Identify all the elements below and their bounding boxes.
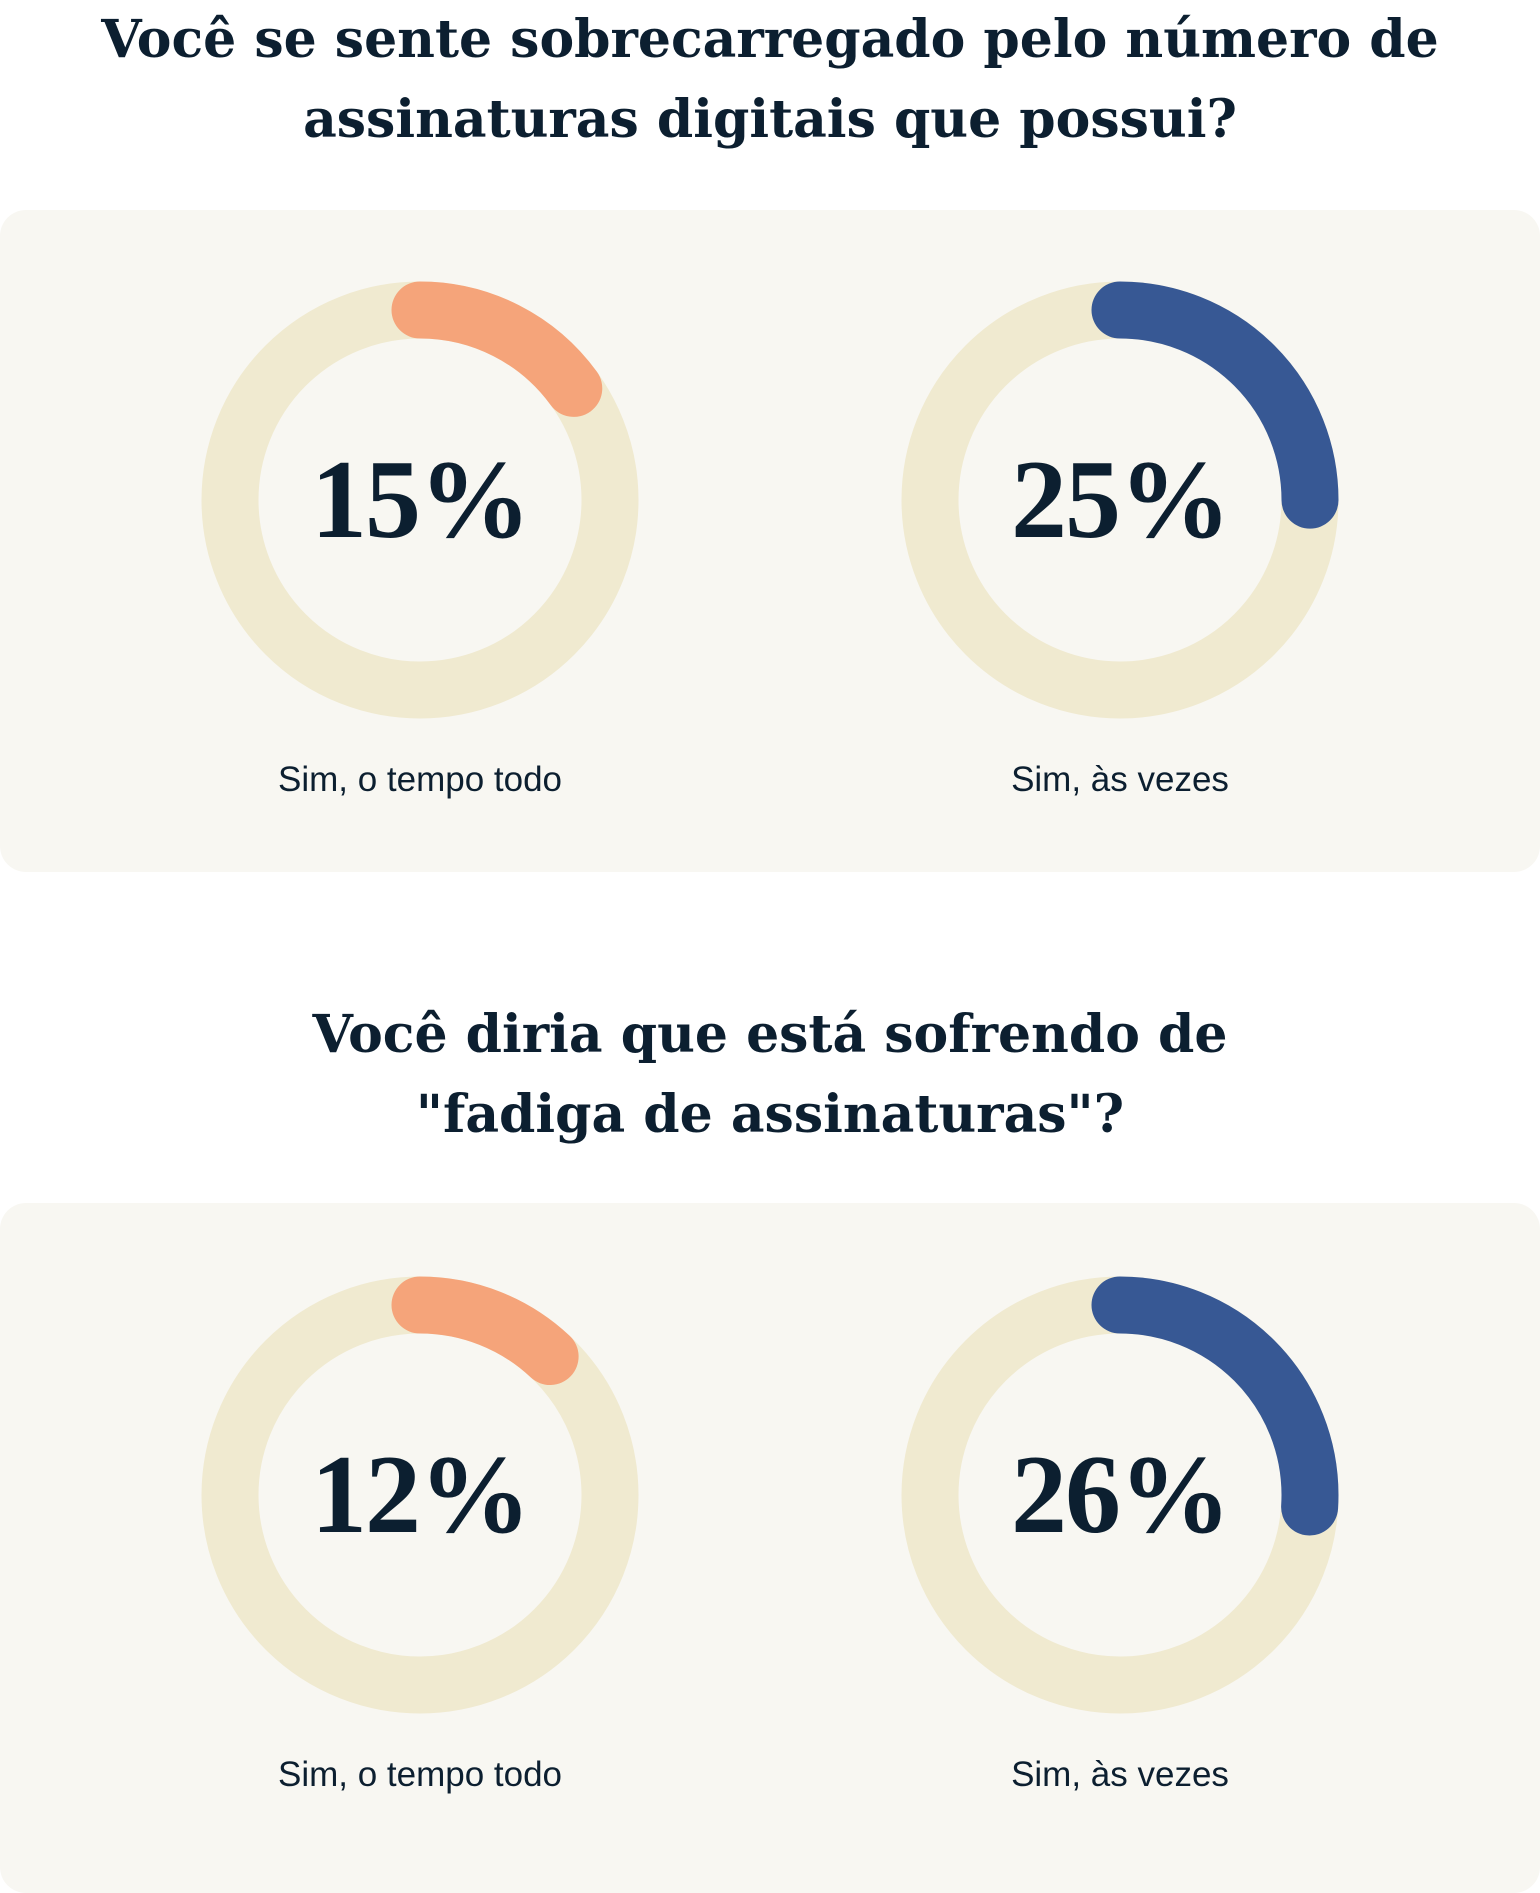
donut-arc: [201, 281, 639, 719]
donut-chart: 12%: [190, 1265, 650, 1725]
question-2-title: Você diria que está sofrendo de "fadiga …: [0, 995, 1540, 1155]
percent-value: 12%: [311, 1432, 531, 1557]
question-1-title: Você se sente sobrecarregado pelo número…: [0, 0, 1540, 160]
percent-value: 25%: [1011, 437, 1231, 562]
title-line: Você diria que está sofrendo de: [312, 1004, 1228, 1065]
percent-value: 26%: [1011, 1432, 1231, 1557]
title-line: assinaturas digitais que possui?: [303, 89, 1237, 150]
donut-label: Sim, o tempo todo: [277, 760, 563, 799]
donut-label: Sim, o tempo todo: [277, 1755, 563, 1794]
percent-value: 15%: [311, 437, 531, 562]
donut-arc: [901, 1276, 1339, 1714]
donut-chart: 26%: [890, 1265, 1350, 1725]
donut-chart: 15%: [190, 270, 650, 730]
donut-label: Sim, às vezes: [1011, 1755, 1229, 1794]
donut-arc: [901, 281, 1339, 719]
donut-chart: 25%: [890, 270, 1350, 730]
donut-label: Sim, às vezes: [1011, 760, 1229, 799]
title-line: Você se sente sobrecarregado pelo número…: [101, 9, 1439, 70]
title-line: "fadiga de assinaturas"?: [415, 1084, 1125, 1145]
donut-arc: [201, 1276, 639, 1714]
